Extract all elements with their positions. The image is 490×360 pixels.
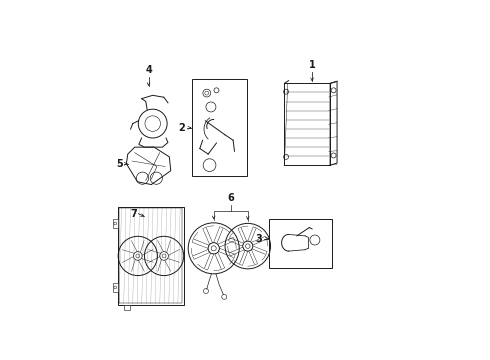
Text: 3: 3 (255, 234, 262, 244)
Text: 4: 4 (145, 65, 152, 75)
Bar (113, 283, 118, 292)
Text: 7: 7 (131, 209, 138, 219)
Text: 5: 5 (116, 159, 123, 169)
Circle shape (284, 89, 289, 94)
Circle shape (331, 153, 336, 158)
Circle shape (284, 154, 289, 159)
Bar (113, 219, 118, 228)
Bar (118, 207, 184, 305)
Bar (192, 79, 247, 176)
Bar (119, 208, 182, 303)
Text: 6: 6 (227, 193, 234, 203)
Bar (269, 219, 332, 268)
Bar (124, 305, 130, 310)
Circle shape (331, 88, 336, 93)
Text: 2: 2 (178, 123, 185, 133)
Text: 1: 1 (309, 59, 316, 69)
